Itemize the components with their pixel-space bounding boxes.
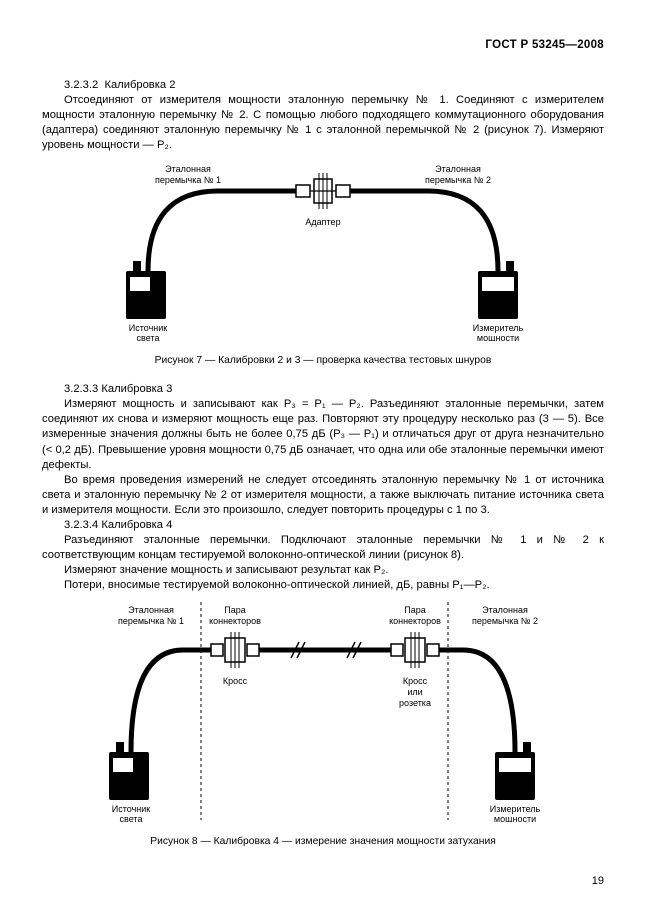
sec-3232-body: Отсоединяют от измерителя мощности этало…: [42, 93, 604, 153]
sec-3232-heading: 3.2.3.2 Калибровка 2: [42, 78, 604, 93]
fig7-jumper1-a: Эталонная: [165, 164, 211, 174]
fig7-jumper2-b: перемычка № 2: [425, 175, 491, 185]
fig7-adapter-label: Адаптер: [305, 217, 340, 227]
page-number: 19: [592, 874, 604, 889]
fig8-pair1-b: коннекторов: [209, 616, 261, 626]
fig8-meter-b: мощности: [494, 814, 536, 822]
figure-8-svg: Эталонная перемычка № 1 Пара коннекторов…: [53, 602, 593, 822]
fig8-src-b: света: [120, 814, 143, 822]
fig8-src-a: Источник: [112, 804, 150, 814]
fig8-pair2-b: коннекторов: [389, 616, 441, 626]
sec-3234-p1: Разъединяют эталонные перемычки. Подключ…: [42, 533, 604, 563]
fig8-cross2a: Кросс: [403, 676, 428, 686]
fig7-meter-a: Измеритель: [473, 323, 524, 333]
sec-3234-p2: Измеряют значение мощность и записывают …: [42, 563, 604, 578]
sec-3233-p2: Во время проведения измерений не следует…: [42, 473, 604, 518]
fig7-meter-b: мощности: [477, 333, 519, 341]
sec-3234-heading: 3.2.3.4 Калибровка 4: [42, 518, 604, 533]
figure-7: Адаптер Эталонная перемычка № 1 Эталонна…: [42, 161, 604, 346]
fig8-pair1-a: Пара: [224, 605, 246, 615]
sec-3232-num: 3.2.3.2: [64, 79, 98, 91]
fig8-jumper1-a: Эталонная: [128, 605, 174, 615]
sec-3234-num: 3.2.3.4: [64, 519, 98, 531]
fig8-cross2b: или: [407, 687, 422, 697]
fig7-src-b: света: [137, 333, 160, 341]
sec-3234-p3: Потери, вносимые тестируемой волоконно-о…: [42, 578, 604, 593]
figure-8: Эталонная перемычка № 1 Пара коннекторов…: [42, 602, 604, 827]
fig8-jumper2-a: Эталонная: [482, 605, 528, 615]
fig7-src-a: Источник: [129, 323, 167, 333]
sec-3233-title: Калибровка 3: [101, 383, 172, 395]
figure-8-caption: Рисунок 8 — Калибровка 4 — измерение зна…: [42, 835, 604, 849]
fig7-jumper1-b: перемычка № 1: [155, 175, 221, 185]
fig8-meter-a: Измеритель: [490, 804, 541, 814]
sec-3233-num: 3.2.3.3: [64, 383, 98, 395]
doc-header: ГОСТ Р 53245—2008: [42, 38, 604, 54]
fig8-pair2-a: Пара: [404, 605, 426, 615]
sec-3233-p1: Измеряют мощность и записывают как P₃ = …: [42, 397, 604, 473]
fig7-jumper2-a: Эталонная: [435, 164, 481, 174]
fig8-cross2c: розетка: [399, 698, 431, 708]
figure-7-caption: Рисунок 7 — Калибровки 2 и 3 — проверка …: [42, 354, 604, 368]
fig8-cross1: Кросс: [223, 676, 248, 686]
sec-3233-heading: 3.2.3.3 Калибровка 3: [42, 382, 604, 397]
figure-7-svg: Адаптер Эталонная перемычка № 1 Эталонна…: [58, 161, 588, 341]
fig8-jumper1-b: перемычка № 1: [118, 616, 184, 626]
page: ГОСТ Р 53245—2008 3.2.3.2 Калибровка 2 О…: [0, 0, 646, 913]
sec-3234-title: Калибровка 4: [101, 519, 172, 531]
sec-3232-title: Калибровка 2: [104, 79, 175, 91]
fig8-jumper2-b: перемычка № 2: [472, 616, 538, 626]
